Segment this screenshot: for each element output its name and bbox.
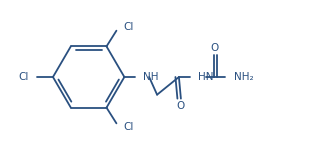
Text: O: O	[177, 102, 185, 111]
Text: Cl: Cl	[19, 72, 29, 82]
Text: Cl: Cl	[123, 122, 134, 132]
Text: NH₂: NH₂	[235, 72, 254, 82]
Text: NH: NH	[143, 72, 159, 82]
Text: O: O	[210, 42, 219, 53]
Text: Cl: Cl	[123, 22, 134, 32]
Text: HN: HN	[198, 72, 213, 82]
